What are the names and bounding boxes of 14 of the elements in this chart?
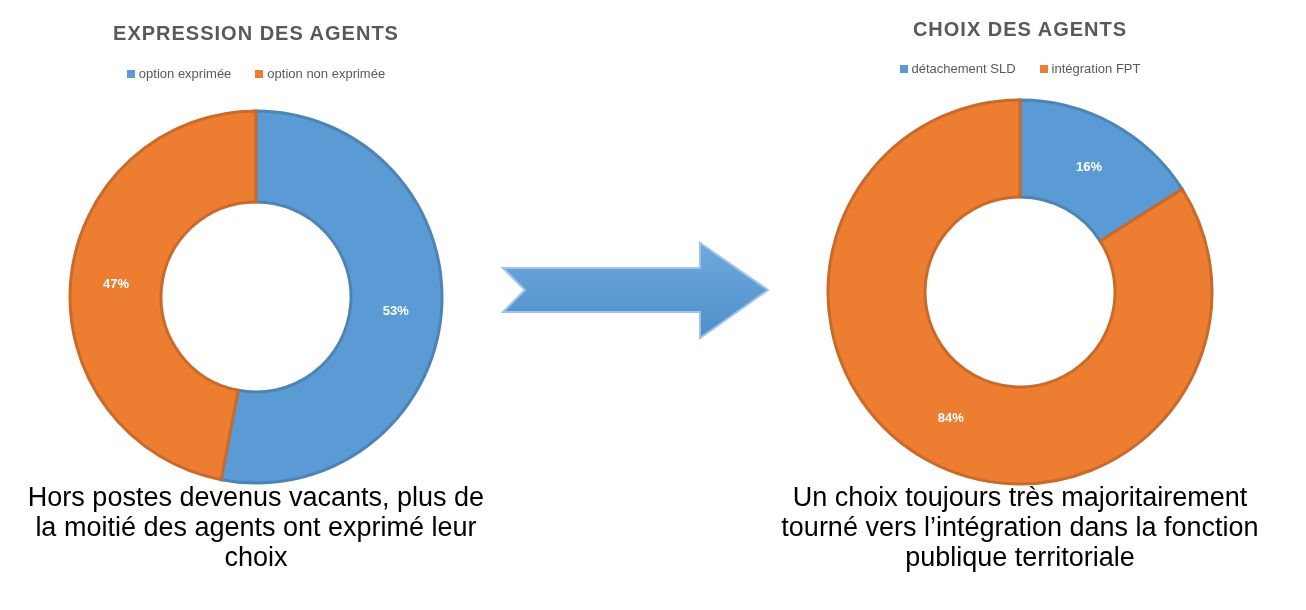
legend-label: option non exprimée [267, 66, 386, 81]
data-label: 84% [937, 410, 965, 426]
text: Hors postes devenus vacants, plus de la moitié des agents ont exprimé leur choix [26, 482, 486, 573]
chart-title: CHOIX DES AGENTS [911, 18, 1129, 41]
legend-label: intégration FPT [1051, 61, 1141, 76]
chart-title: EXPRESSION DES AGENTS [112, 22, 400, 45]
legend-label: détachement SLD [911, 61, 1016, 76]
data-label: 53% [382, 302, 410, 318]
legend-label: option exprimée [138, 66, 232, 81]
donut-slice [826, 98, 1214, 486]
text: Un choix toujours très majoritairement tourné vers l’intégration dans la fonction publique territoriale [780, 482, 1260, 573]
data-label: 47% [103, 276, 130, 292]
donut-slice [68, 109, 258, 482]
data-label: 16% [1076, 158, 1103, 174]
